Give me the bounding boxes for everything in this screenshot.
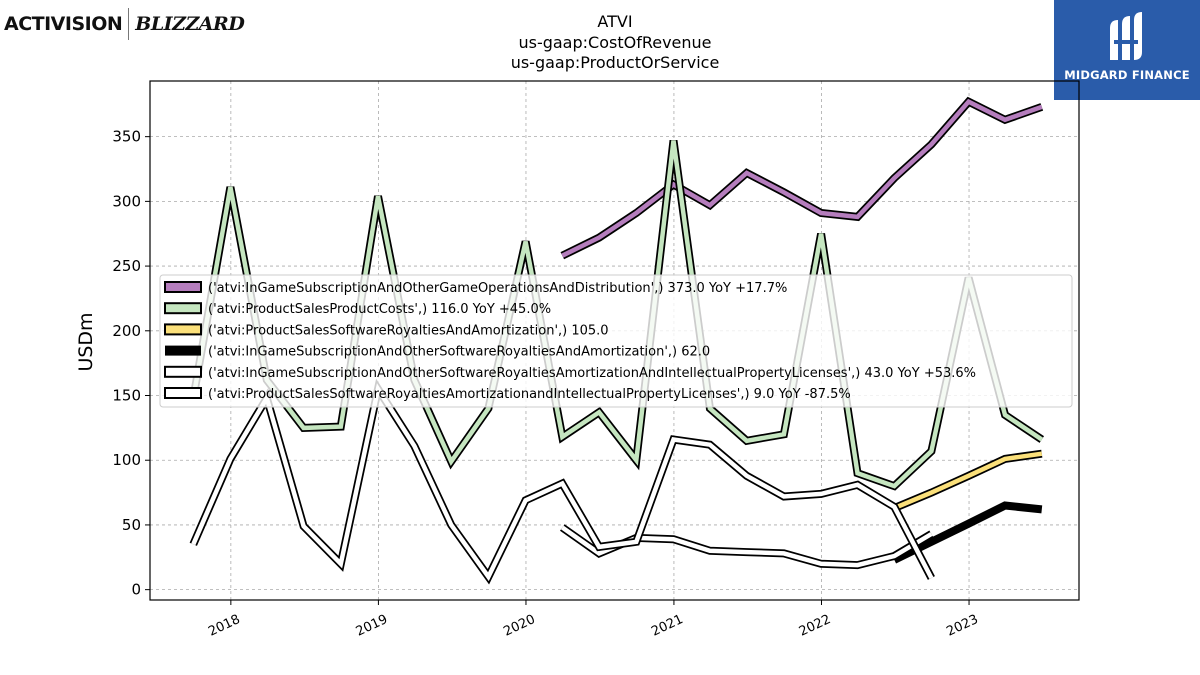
series-line-fill [191,140,1044,489]
legend-swatch [164,281,202,293]
legend-swatch [165,345,201,356]
x-tick-label: 2023 [944,612,980,640]
legend-label: ('atvi:InGameSubscriptionAndOtherSoftwar… [208,345,710,360]
legend: ('atvi:InGameSubscriptionAndOtherGameOpe… [159,274,1073,408]
blizzard-wordmark: BLIZZARD [135,13,245,35]
midgard-emblem-icon [1110,12,1142,60]
series-line-2 [189,139,1045,491]
x-tick-label: 2019 [354,612,390,640]
series-line-fill [191,383,934,582]
legend-box [159,274,1073,408]
series-line-6 [189,378,935,585]
chart-title-line-2: us-gaap:CostOfRevenue [518,33,711,52]
y-tick-label: 300 [112,192,141,210]
y-tick-label: 250 [112,257,141,275]
y-tick-label: 100 [112,451,141,469]
logo-divider [128,8,130,40]
plot-frame [149,80,1080,601]
series-line-1 [560,96,1044,260]
series-line-fill [893,451,1043,511]
y-axis-label: USDm [75,312,97,371]
x-tick-label: 2020 [501,612,537,640]
legend-entry-6: ('atvi:ProductSalesSoftwareRoyaltiesAmor… [164,387,851,402]
legend-label: ('atvi:InGameSubscriptionAndOtherSoftwar… [208,366,976,381]
legend-label: ('atvi:ProductSalesSoftwareRoyaltiesAndA… [208,323,609,338]
legend-label: ('atvi:ProductSalesProductCosts',) 116.0… [208,302,551,317]
legend-entry-1: ('atvi:InGameSubscriptionAndOtherGameOpe… [164,281,787,296]
series-line-3 [892,449,1043,512]
x-tick-label: 2022 [797,612,833,640]
legend-entry-5: ('atvi:InGameSubscriptionAndOtherSoftwar… [164,365,976,381]
x-tick-label: 2021 [649,612,685,640]
chart-title-line-1: ATVI [597,12,632,31]
series-layer [189,96,1045,585]
midgard-finance-logo: MIDGARD FINANCE [1054,0,1200,100]
legend-entry-2: ('atvi:ProductSalesProductCosts',) 116.0… [164,302,551,317]
chart-title-line-3: us-gaap:ProductOrService [511,53,720,72]
activision-wordmark: ACTIVISION [4,13,123,35]
legend-swatch [164,365,202,378]
legend-label: ('atvi:InGameSubscriptionAndOtherGameOpe… [208,281,787,296]
y-tick-label: 0 [131,581,141,599]
y-tick-label: 350 [112,128,141,146]
activision-blizzard-logo: ACTIVISION BLIZZARD [4,6,245,42]
midgard-finance-wordmark: MIDGARD FINANCE [1064,68,1190,82]
legend-swatch [164,323,202,336]
legend-entry-4: ('atvi:InGameSubscriptionAndOtherSoftwar… [165,345,710,360]
series-line-outline [560,96,1044,260]
y-tick-label: 200 [112,322,141,340]
legend-entry-3: ('atvi:ProductSalesSoftwareRoyaltiesAndA… [164,323,609,338]
y-tick-label: 50 [122,516,141,534]
x-tick-label: 2018 [206,612,242,640]
series-line-fill [561,98,1043,258]
legend-swatch [164,302,202,315]
legend-label: ('atvi:ProductSalesSoftwareRoyaltiesAmor… [208,387,851,402]
legend-swatch [164,387,202,399]
y-tick-label: 150 [112,387,141,405]
